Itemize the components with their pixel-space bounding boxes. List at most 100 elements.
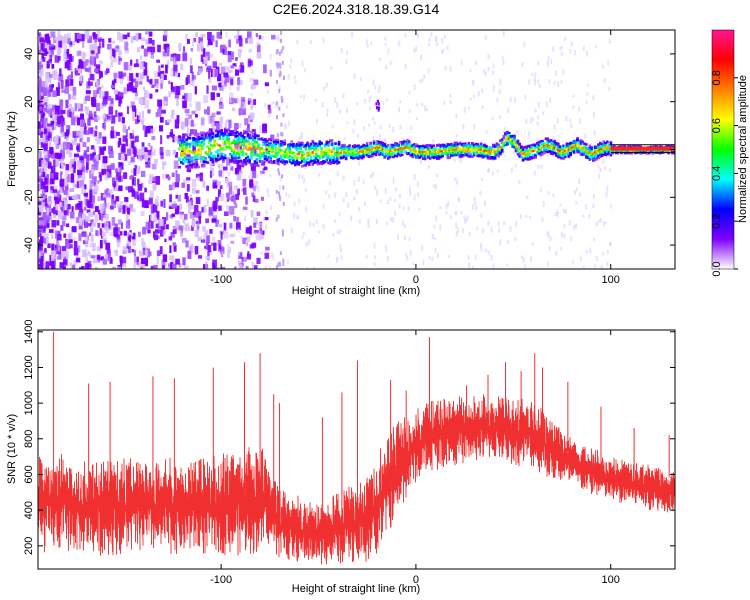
heatmap-cell (428, 157, 432, 160)
heatmap-cell (81, 171, 86, 181)
heatmap-cell (39, 258, 42, 266)
heatmap-cell (598, 173, 601, 179)
heatmap-cell (283, 75, 286, 80)
heatmap-cell (149, 251, 152, 256)
heatmap-cell (379, 199, 382, 203)
heatmap-cell (93, 162, 99, 171)
heatmap-cell (108, 145, 113, 154)
heatmap-cell (206, 235, 210, 244)
heatmap-cell (416, 154, 420, 158)
heatmap-cell (386, 200, 389, 205)
heatmap-cell (225, 145, 229, 149)
heatmap-cell (579, 256, 582, 262)
heatmap-cell (199, 151, 202, 155)
heatmap-cell (336, 151, 339, 154)
heatmap-cell (229, 160, 232, 164)
heatmap-cell (279, 149, 283, 152)
heatmap-cell (490, 150, 493, 153)
heatmap-cell (212, 69, 215, 78)
heatmap-cell (379, 125, 382, 130)
heatmap-cell (316, 148, 320, 151)
heatmap-cell (160, 79, 165, 84)
heatmap-cell (104, 197, 107, 205)
heatmap-cell (432, 148, 436, 152)
heatmap-cell (224, 74, 230, 83)
heatmap-cell (467, 148, 471, 151)
heatmap-cell (455, 151, 458, 154)
heatmap-cell (223, 166, 228, 171)
heatmap-cell (400, 147, 404, 150)
heatmap-cell (378, 153, 381, 156)
heatmap-cell (149, 93, 153, 99)
heatmap-cell (53, 135, 57, 145)
heatmap-cell (264, 103, 267, 107)
heatmap-cell (378, 150, 381, 153)
heatmap-cell (404, 64, 407, 70)
heatmap-cell (95, 206, 99, 213)
heatmap-cell (455, 134, 458, 138)
heatmap-cell (499, 147, 502, 151)
heatmap-cell (200, 117, 205, 126)
heatmap-cell (215, 219, 220, 227)
heatmap-cell (290, 156, 294, 159)
heatmap-cell (303, 94, 306, 100)
heatmap-cell (168, 236, 173, 241)
heatmap-cell (216, 154, 220, 158)
heatmap-cell (388, 151, 392, 155)
heatmap-cell (44, 128, 47, 135)
heatmap-cell (458, 154, 462, 158)
heatmap-cell (61, 89, 66, 93)
heatmap-cell (608, 38, 611, 44)
heatmap-cell (169, 194, 172, 203)
heatmap-cell (69, 188, 75, 192)
heatmap-cell (276, 138, 280, 142)
heatmap-cell (315, 157, 318, 160)
heatmap-cell (218, 82, 222, 88)
heatmap-cell (117, 219, 122, 225)
heatmap-cell (119, 166, 122, 173)
heatmap-cell (233, 223, 236, 230)
heatmap-cell (74, 130, 79, 136)
heatmap-cell (190, 129, 194, 134)
heatmap-cell (185, 147, 188, 150)
heatmap-cell (197, 67, 202, 74)
heatmap-cell (85, 217, 90, 222)
heatmap-cell (79, 156, 84, 162)
heatmap-cell (279, 62, 282, 67)
heatmap-cell (501, 55, 504, 60)
heatmap-cell (150, 145, 153, 151)
heatmap-cell (347, 202, 350, 208)
heatmap-cell (384, 43, 387, 47)
heatmap-cell (42, 56, 46, 62)
heatmap-cell (130, 208, 136, 213)
heatmap-cell (244, 142, 248, 146)
heatmap-cell (416, 32, 419, 39)
heatmap-cell (297, 150, 301, 154)
heatmap-cell (79, 179, 85, 188)
heatmap-cell (480, 213, 483, 219)
heatmap-cell (221, 266, 226, 269)
heatmap-cell (441, 38, 444, 45)
heatmap-cell (381, 144, 385, 148)
heatmap-cell (179, 211, 184, 215)
heatmap-cell (441, 154, 444, 158)
heatmap-cell (351, 156, 355, 160)
heatmap-cell (45, 33, 50, 43)
heatmap-cell (48, 195, 52, 202)
heatmap-cell (357, 157, 360, 160)
heatmap-cell (450, 149, 453, 152)
heatmap-cell (457, 152, 460, 155)
heatmap-cell (394, 210, 397, 216)
heatmap-cell (190, 81, 195, 87)
heatmap-cell (353, 150, 357, 154)
heatmap-cell (367, 155, 371, 158)
heatmap-cell (230, 163, 233, 168)
heatmap-cell (553, 81, 556, 86)
heatmap-cell (506, 131, 509, 135)
heatmap-cell (201, 160, 205, 164)
heatmap-cell (155, 111, 158, 118)
heatmap-cell (448, 156, 451, 159)
heatmap-cell (303, 177, 306, 184)
heatmap-cell (64, 180, 68, 186)
heatmap-cell (241, 153, 244, 157)
